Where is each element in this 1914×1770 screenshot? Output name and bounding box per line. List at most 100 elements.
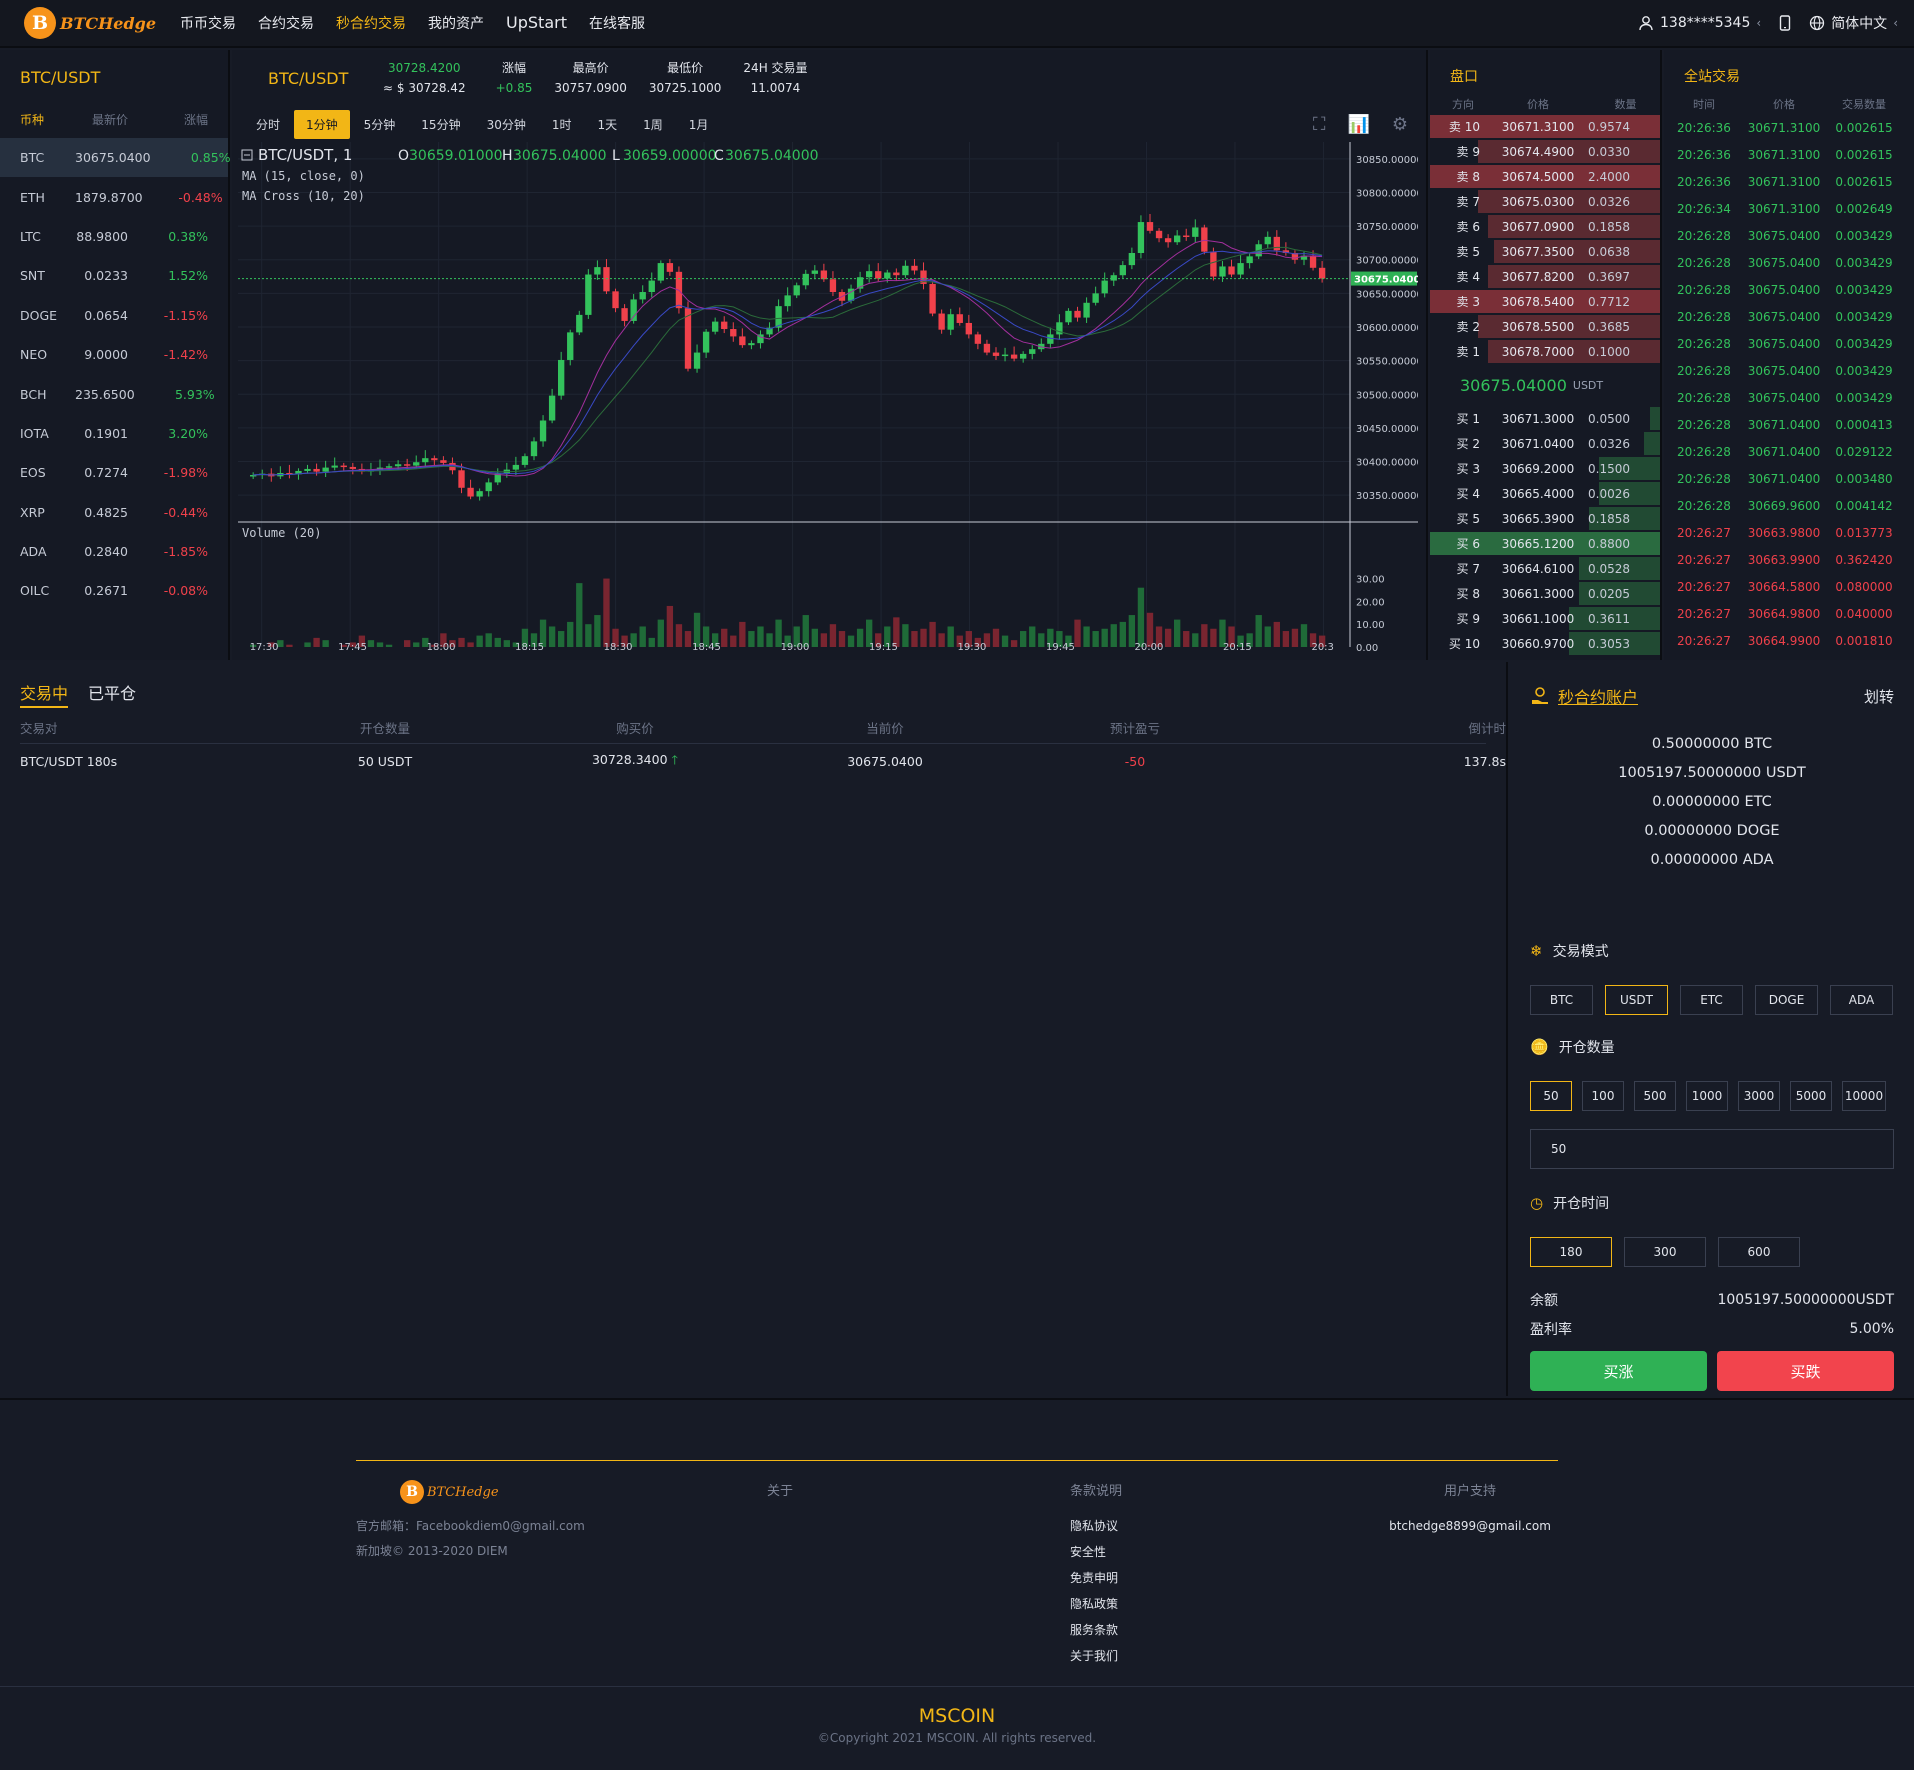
transfer-button[interactable]: 划转 (1863, 687, 1894, 706)
qty-option[interactable]: 1000 (1686, 1081, 1728, 1111)
col-pair: 交易对 (20, 721, 58, 736)
bid-row[interactable]: 买 2 30671.0400 0.0326 (1430, 431, 1660, 456)
footer-term-link[interactable]: 服务条款 (1070, 1623, 1119, 1637)
market-row[interactable]: DOGE 0.0654 -1.15% (0, 296, 228, 335)
market-row[interactable]: BCH 235.6500 5.93% (0, 374, 228, 413)
qty-option[interactable]: 3000 (1738, 1081, 1780, 1111)
time-option[interactable]: 180 (1530, 1237, 1612, 1267)
market-row[interactable]: SNT 0.0233 1.52% (0, 256, 228, 295)
tab-timeframe[interactable]: 1月 (688, 117, 709, 132)
depth-bar (1487, 265, 1660, 288)
settings-gear-icon[interactable]: ⚙ (1391, 114, 1408, 135)
market-row[interactable]: LTC 88.9800 0.38% (0, 217, 228, 256)
ask-row[interactable]: 卖 8 30674.5000 2.4000 (1430, 164, 1660, 189)
ask-row[interactable]: 卖 2 30678.5500 0.3685 (1430, 314, 1660, 339)
tab-open-orders[interactable]: 交易中 (20, 680, 69, 708)
bid-row[interactable]: 买 9 30661.1000 0.3611 (1430, 606, 1660, 631)
market-row[interactable]: ETH 1879.8700 -0.48% (0, 177, 228, 216)
qty-option[interactable]: 10000 (1842, 1081, 1886, 1111)
volume-bar (385, 644, 393, 647)
market-row[interactable]: OILC 0.2671 -0.08% (0, 571, 228, 610)
user-menu[interactable]: 138****5345 ‹ (1638, 15, 1761, 31)
nav-item-0[interactable]: 币币交易 (180, 16, 237, 32)
mode-option[interactable]: DOGE (1755, 985, 1818, 1015)
ask-row[interactable]: 卖 4 30677.8200 0.3697 (1430, 264, 1660, 289)
market-row[interactable]: BTC 30675.0400 0.85% (0, 138, 231, 178)
volume-bar (277, 640, 284, 647)
tab-timeframe[interactable]: 1天 (597, 117, 618, 132)
candle-body (1309, 255, 1317, 268)
language-menu[interactable]: 简体中文 ‹ (1809, 13, 1898, 33)
tab-timeframe[interactable]: 1时 (551, 117, 572, 132)
footer-term-link[interactable]: 关于我们 (1070, 1649, 1119, 1663)
candle-body (657, 263, 664, 281)
collapse-icon[interactable] (241, 149, 253, 161)
account-title[interactable]: 秒合约账户 (1558, 688, 1639, 707)
mobile-icon[interactable] (1779, 15, 1791, 31)
trade-row: 20:26:28 30675.0400 0.003429 (1664, 276, 1914, 303)
bid-row[interactable]: 买 3 30669.2000 0.1500 (1430, 456, 1660, 481)
market-row[interactable]: EOS 0.7274 -1.98% (0, 453, 228, 492)
trade-row: 20:26:27 30663.9800 0.013773 (1664, 519, 1914, 546)
ask-row[interactable]: 卖 6 30677.0900 0.1858 (1430, 214, 1660, 239)
mode-option[interactable]: USDT (1605, 985, 1668, 1015)
volume-bar (847, 635, 855, 647)
quantity-input[interactable] (1530, 1129, 1894, 1169)
market-row[interactable]: IOTA 0.1901 3.20% (0, 414, 228, 453)
market-row[interactable]: NEO 9.0000 -1.42% (0, 335, 228, 374)
footer-term-link[interactable]: 安全性 (1070, 1545, 1107, 1559)
ask-row[interactable]: 卖 10 30671.3100 0.9574 (1430, 114, 1660, 139)
bid-row[interactable]: 买 8 30661.3000 0.0205 (1430, 581, 1660, 606)
tab-timeframe[interactable]: 分时 (256, 117, 281, 132)
time-option[interactable]: 300 (1624, 1237, 1706, 1267)
bid-row[interactable]: 买 4 30665.4000 0.0026 (1430, 481, 1660, 506)
bid-row[interactable]: 买 6 30665.1200 0.8800 (1430, 531, 1660, 556)
footer-term-link[interactable]: 隐私协议 (1070, 1519, 1119, 1533)
order-side: 买 8 (1456, 587, 1480, 601)
mode-option[interactable]: ETC (1680, 985, 1743, 1015)
buy-down-button[interactable]: 买跌 (1717, 1351, 1894, 1391)
candle-body (494, 473, 501, 483)
ask-row[interactable]: 卖 7 30675.0300 0.0326 (1430, 189, 1660, 214)
tab-timeframe[interactable]: 5分钟 (363, 117, 396, 132)
volume-bar (947, 626, 954, 647)
nav-item-3[interactable]: 我的资产 (428, 16, 485, 32)
qty-option[interactable]: 100 (1582, 1081, 1624, 1111)
mode-option[interactable]: ADA (1830, 985, 1893, 1015)
tab-timeframe[interactable]: 30分钟 (486, 117, 526, 132)
qty-option[interactable]: 5000 (1790, 1081, 1832, 1111)
nav-item-5[interactable]: 在线客服 (588, 16, 645, 32)
fullscreen-icon[interactable]: ⛶ (1312, 114, 1326, 135)
ohlc-key: C (714, 148, 724, 164)
bid-row[interactable]: 买 5 30665.3900 0.1858 (1430, 506, 1660, 531)
footer-term-link[interactable]: 隐私政策 (1070, 1597, 1119, 1611)
nav-item-4[interactable]: UpStart (506, 13, 567, 32)
tab-timeframe[interactable]: 1周 (643, 117, 663, 132)
qty-option[interactable]: 50 (1530, 1081, 1572, 1111)
time-option[interactable]: 600 (1718, 1237, 1800, 1267)
candlestick-chart[interactable]: 30850.00000 30800.00000 30750.00000 30700.0… (238, 142, 1418, 652)
market-row[interactable]: XRP 0.4825 -0.44% (0, 493, 228, 532)
mode-option[interactable]: BTC (1530, 985, 1593, 1015)
bid-row[interactable]: 买 7 30664.6100 0.0528 (1430, 556, 1660, 581)
nav-item-2[interactable]: 秒合约交易 (336, 16, 407, 32)
bid-row[interactable]: 买 10 30660.9700 0.3053 (1430, 631, 1660, 656)
ask-row[interactable]: 卖 1 30678.7000 0.1000 (1430, 339, 1660, 364)
ask-row[interactable]: 卖 9 30674.4900 0.0330 (1430, 139, 1660, 164)
buy-up-button[interactable]: 买涨 (1530, 1351, 1707, 1391)
brand-logo[interactable]: B BTCHedge (24, 7, 156, 39)
tab-closed-orders[interactable]: 已平仓 (88, 684, 137, 703)
qty-option[interactable]: 500 (1634, 1081, 1676, 1111)
footer-logo[interactable]: B BTCHedge (400, 1480, 596, 1504)
tab-timeframe[interactable]: 15分钟 (421, 117, 461, 132)
nav-item-1[interactable]: 合约交易 (258, 16, 315, 32)
ask-row[interactable]: 卖 3 30678.5400 0.7712 (1430, 289, 1660, 314)
ask-row[interactable]: 卖 5 30677.3500 0.0638 (1430, 239, 1660, 264)
market-row[interactable]: ADA 0.2840 -1.85% (0, 532, 228, 571)
footer-support-email[interactable]: btchedge8899@gmail.com (1389, 1519, 1551, 1533)
bid-row[interactable]: 买 1 30671.3000 0.0500 (1430, 406, 1660, 431)
indicators-icon[interactable]: 📊 (1347, 114, 1370, 135)
footer-about[interactable]: 关于 (766, 1484, 793, 1499)
footer-term-link[interactable]: 免责申明 (1070, 1571, 1119, 1585)
tab-timeframe[interactable]: 1分钟 (294, 109, 350, 139)
